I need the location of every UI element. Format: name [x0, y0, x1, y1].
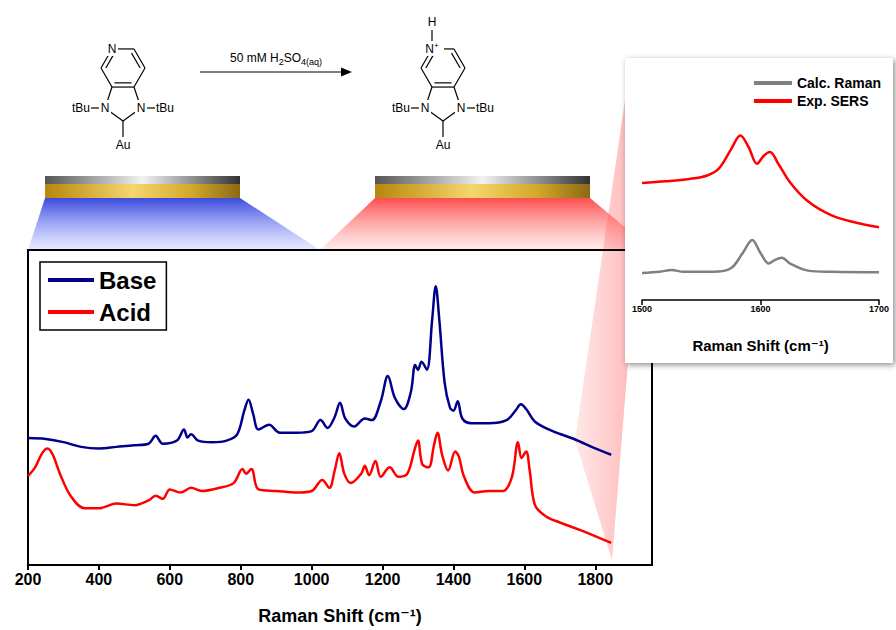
svg-text:1500: 1500	[632, 304, 652, 314]
svg-text:1600: 1600	[507, 571, 543, 588]
svg-text:200: 200	[15, 571, 42, 588]
svg-text:1400: 1400	[436, 571, 472, 588]
svg-text:Raman Shift (cm⁻¹): Raman Shift (cm⁻¹)	[258, 606, 422, 626]
svg-text:Base: Base	[99, 267, 156, 294]
svg-text:N: N	[421, 101, 430, 115]
svg-text:Exp. SERS: Exp. SERS	[797, 93, 869, 109]
svg-text:400: 400	[86, 571, 113, 588]
svg-text:N: N	[457, 101, 466, 115]
svg-text:H: H	[428, 15, 437, 29]
svg-text:1600: 1600	[750, 304, 770, 314]
svg-text:tBu: tBu	[72, 101, 90, 115]
svg-text:N: N	[108, 42, 117, 56]
svg-text:800: 800	[227, 571, 254, 588]
svg-text:1800: 1800	[577, 571, 613, 588]
svg-text:600: 600	[156, 571, 183, 588]
svg-text:Raman Shift (cm⁻¹): Raman Shift (cm⁻¹)	[692, 337, 828, 354]
svg-text:N+: N+	[425, 41, 439, 56]
svg-text:tBu: tBu	[392, 101, 410, 115]
svg-text:N: N	[137, 101, 146, 115]
svg-text:Au: Au	[116, 138, 131, 152]
svg-text:50 mM H2SO4(aq): 50 mM H2SO4(aq)	[230, 51, 322, 67]
svg-text:tBu: tBu	[156, 101, 174, 115]
svg-text:Calc. Raman: Calc. Raman	[797, 75, 881, 91]
svg-text:tBu: tBu	[476, 101, 494, 115]
svg-text:1200: 1200	[365, 571, 401, 588]
svg-text:Acid: Acid	[99, 299, 151, 326]
svg-text:1000: 1000	[294, 571, 330, 588]
svg-text:Au: Au	[436, 138, 451, 152]
svg-text:1700: 1700	[869, 304, 889, 314]
svg-text:N: N	[101, 101, 110, 115]
